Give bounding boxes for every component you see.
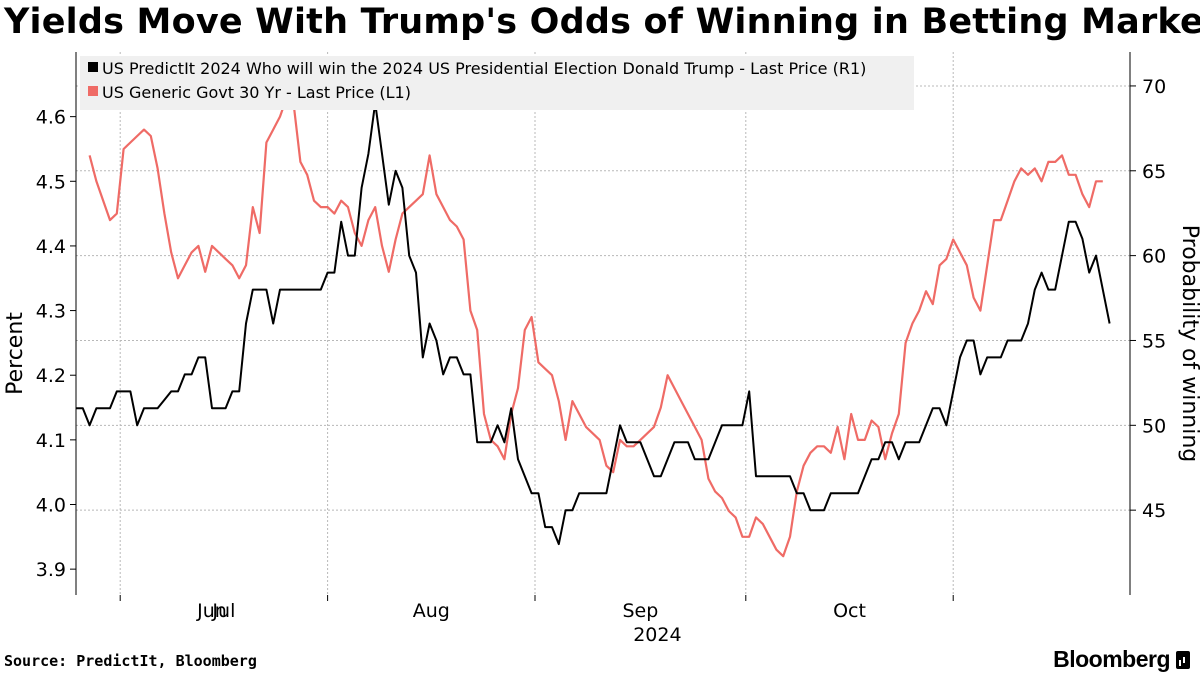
right-tick-label: 55 bbox=[1142, 330, 1166, 352]
x-tick-label: Oct bbox=[833, 600, 866, 622]
treasury-yield-line bbox=[88, 96, 1103, 558]
left-tick-label: 3.9 bbox=[36, 559, 66, 581]
right-tick-label: 60 bbox=[1142, 246, 1166, 268]
legend-swatch-trump bbox=[88, 62, 98, 72]
trump-odds-line bbox=[76, 101, 1111, 546]
legend-swatch-yield bbox=[88, 86, 98, 96]
left-tick-label: 4.1 bbox=[36, 430, 66, 452]
brand-logo: Bloomberg bbox=[1053, 646, 1190, 673]
legend-box bbox=[80, 56, 914, 110]
grid-lines bbox=[76, 52, 1130, 595]
x-year-label: 2024 bbox=[633, 624, 681, 646]
source-note: Source: PredictIt, Bloomberg bbox=[4, 652, 257, 670]
left-tick-label: 4.2 bbox=[36, 365, 66, 387]
left-tick-label: 4.3 bbox=[36, 301, 66, 323]
left-tick-label: 4.5 bbox=[36, 171, 66, 193]
brand-name: Bloomberg bbox=[1053, 646, 1170, 672]
x-tick-label: Jul bbox=[211, 600, 235, 622]
legend-label-yield: US Generic Govt 30 Yr - Last Price (L1) bbox=[102, 83, 411, 102]
series-lines bbox=[76, 96, 1111, 558]
left-tick-label: 4.6 bbox=[36, 107, 66, 129]
x-tick-label: Sep bbox=[622, 600, 658, 622]
legend-label-trump: US PredictIt 2024 Who will win the 2024 … bbox=[102, 59, 866, 78]
axes: 3.9 4.0 4.1 4.2 4.3 4.4 4.5 4.6 Percent 45 50 55 60 6… bbox=[3, 52, 1200, 646]
legend: US PredictIt 2024 Who will win the 2024 … bbox=[80, 56, 914, 110]
chart-title: Yields Move With Trump's Odds of Winning… bbox=[4, 2, 1200, 42]
right-tick-label: 50 bbox=[1142, 415, 1166, 437]
x-tick-label: Aug bbox=[413, 600, 450, 622]
left-tick-label: 4.4 bbox=[36, 236, 66, 258]
x-tick-label: Jun bbox=[196, 600, 227, 622]
terminal-icon bbox=[1176, 650, 1190, 669]
right-tick-label: 65 bbox=[1142, 161, 1166, 183]
left-axis-label: Percent bbox=[3, 312, 28, 395]
right-tick-label: 70 bbox=[1142, 76, 1166, 98]
right-tick-label: 45 bbox=[1142, 500, 1166, 522]
right-axis-label: Probability of winning bbox=[1177, 225, 1200, 463]
left-tick-label: 4.0 bbox=[36, 495, 66, 517]
